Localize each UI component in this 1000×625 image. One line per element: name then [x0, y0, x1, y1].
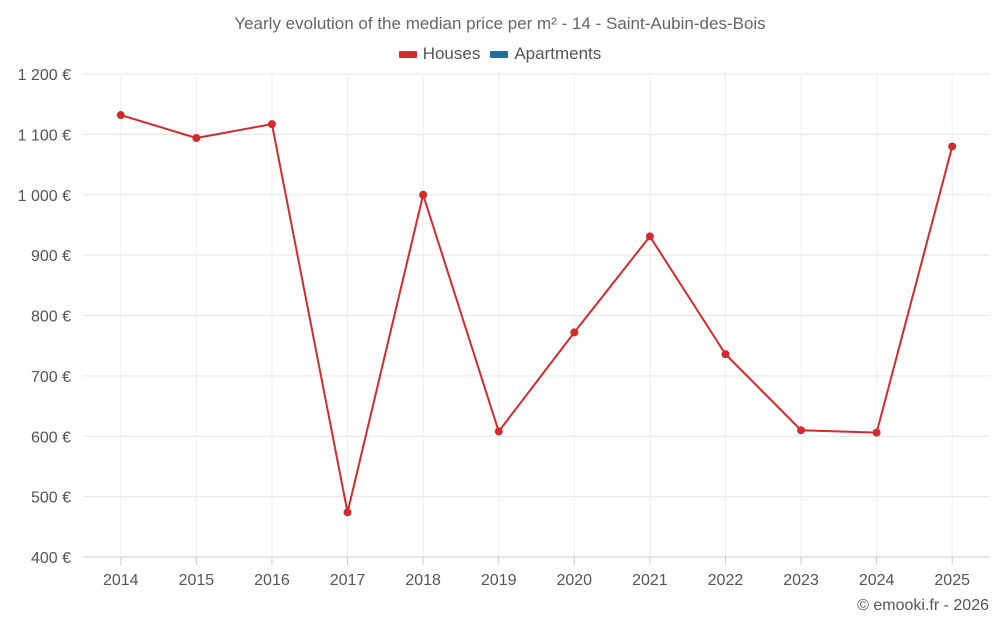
legend-item-houses[interactable]: Houses [398, 44, 481, 64]
y-tick-label: 700 € [31, 369, 71, 386]
y-tick-label: 1 200 € [18, 67, 71, 84]
data-point[interactable] [570, 328, 579, 337]
axes: 400 € 500 € 600 € 700 € 800 € 900 € 1 000 € 1 1… [18, 67, 990, 589]
data-point[interactable] [192, 133, 201, 142]
x-tick-label: 2024 [859, 572, 895, 589]
grid [83, 73, 990, 557]
legend-item-apartments[interactable]: Apartments [490, 44, 601, 64]
legend-swatch-apartments [490, 50, 509, 58]
data-point[interactable] [419, 190, 428, 199]
y-tick-label: 800 € [31, 309, 71, 326]
data-point[interactable] [797, 426, 806, 435]
x-tick-label: 2023 [783, 572, 819, 589]
x-tick-label: 2022 [708, 572, 744, 589]
data-point[interactable] [116, 111, 125, 120]
y-tick-label: 400 € [31, 550, 71, 567]
series-layer [116, 111, 957, 517]
data-point[interactable] [948, 142, 957, 151]
x-tick-label: 2015 [179, 572, 215, 589]
data-point[interactable] [872, 428, 881, 437]
data-point[interactable] [721, 350, 730, 359]
credit: © emooki.fr - 2026 [857, 597, 989, 614]
series-line-houses [120, 114, 954, 514]
data-point[interactable] [494, 427, 503, 436]
y-tick-label: 1 100 € [18, 127, 71, 144]
x-tick-label: 2021 [632, 572, 668, 589]
data-point[interactable] [645, 232, 654, 241]
y-tick-label: 600 € [31, 429, 71, 446]
y-tick-label: 1 000 € [18, 188, 71, 205]
legend-label-houses: Houses [422, 44, 481, 63]
legend: Houses Apartments [0, 44, 1000, 64]
x-tick-label: 2018 [405, 572, 441, 589]
x-tick-label: 2025 [934, 572, 970, 589]
y-tick-label: 500 € [31, 490, 71, 507]
legend-label-apartments: Apartments [514, 44, 602, 63]
data-point[interactable] [343, 508, 352, 517]
x-tick-label: 2016 [254, 572, 290, 589]
x-tick-label: 2019 [481, 572, 517, 589]
chart-title: Yearly evolution of the median price per… [234, 14, 766, 33]
legend-swatch-houses [398, 50, 417, 58]
data-point[interactable] [267, 120, 276, 129]
x-tick-label: 2020 [556, 572, 592, 589]
x-tick-label: 2017 [330, 572, 366, 589]
x-tick-label: 2014 [103, 572, 139, 589]
y-tick-label: 900 € [31, 248, 71, 265]
